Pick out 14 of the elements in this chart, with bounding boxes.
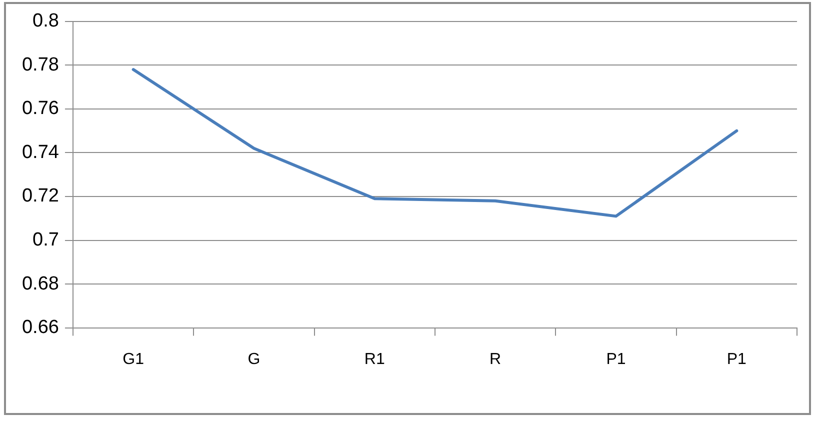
x-tick-label: R: [490, 350, 502, 368]
x-tick-label: P1: [726, 350, 747, 368]
x-tick-label: P1: [606, 350, 626, 368]
y-tick-label: 0.66: [22, 317, 59, 338]
y-tick-label: 0.8: [32, 10, 59, 32]
y-tick-label: 0.72: [22, 186, 59, 207]
x-tick-label: R1: [364, 350, 385, 368]
y-tick-label: 0.74: [22, 142, 60, 163]
y-tick-label: 0.76: [22, 98, 59, 120]
x-tick-label: G: [248, 350, 260, 368]
y-tick-label: 0.7: [32, 229, 59, 250]
y-tick-label: 0.78: [22, 54, 59, 76]
x-tick-label: G1: [122, 350, 144, 368]
y-tick-label: 0.68: [22, 273, 59, 294]
